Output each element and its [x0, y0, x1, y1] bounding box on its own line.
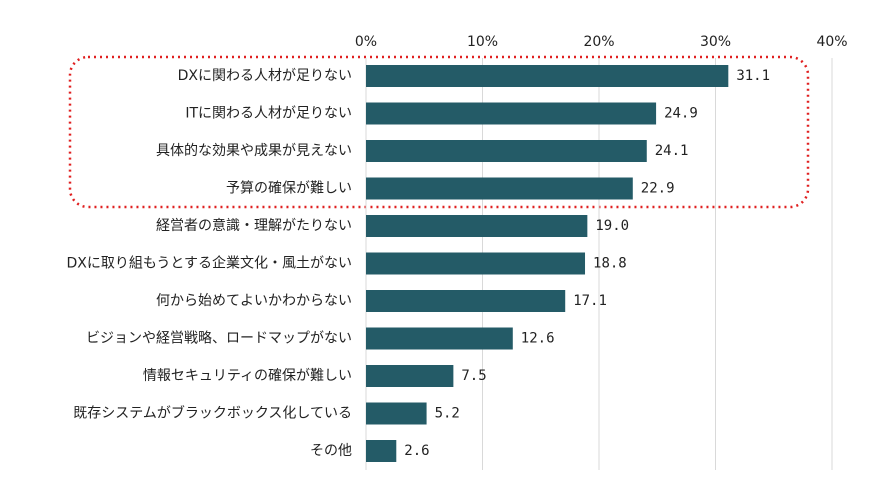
x-tick-label: 40%	[816, 34, 847, 50]
y-tick-label: 経営者の意識・理解がたりない	[156, 217, 352, 234]
bar	[366, 402, 427, 425]
x-tick-label: 0%	[355, 34, 377, 50]
y-tick-label: 具体的な効果や成果が見えない	[156, 143, 352, 159]
bar	[366, 177, 633, 200]
x-tick-label: 20%	[583, 34, 614, 50]
value-label: 18.8	[593, 256, 627, 272]
y-tick-label: 予算の確保が難しい	[226, 181, 352, 197]
bar	[366, 65, 729, 87]
x-tick-label: 10%	[467, 34, 498, 50]
value-label: 7.5	[461, 368, 486, 384]
value-label: 2.6	[404, 443, 429, 459]
value-label: 24.1	[655, 143, 689, 159]
value-label: 19.0	[595, 218, 629, 234]
bar	[366, 102, 657, 125]
value-label: 5.2	[435, 406, 460, 422]
y-tick-label: その他	[310, 443, 352, 459]
value-label: 24.9	[664, 106, 698, 122]
bar	[366, 215, 588, 237]
y-tick-label: 何から始めてよいかわからない	[156, 293, 352, 309]
value-label: 17.1	[573, 293, 607, 309]
y-tick-label: DXに関わる人材が足りない	[178, 68, 352, 84]
value-label: 22.9	[641, 181, 675, 197]
y-tick-label: ITに関わる人材が足りない	[185, 106, 352, 122]
value-label: 12.6	[521, 331, 555, 347]
highlight-box	[68, 55, 810, 209]
bar	[366, 327, 513, 350]
bar	[366, 440, 397, 462]
value-label: 31.1	[736, 68, 770, 84]
bar	[366, 140, 647, 162]
y-tick-label: ビジョンや経営戦略、ロードマップがない	[86, 331, 352, 347]
y-tick-label: 情報セキュリティの確保が難しい	[143, 368, 352, 384]
y-tick-label: 既存システムがブラックボックス化している	[73, 405, 352, 422]
bar	[366, 252, 586, 275]
x-tick-label: 30%	[700, 34, 731, 50]
bar	[366, 290, 566, 312]
y-tick-label: DXに取り組もうとする企業文化・風土がない	[66, 255, 352, 272]
bar	[366, 365, 454, 387]
